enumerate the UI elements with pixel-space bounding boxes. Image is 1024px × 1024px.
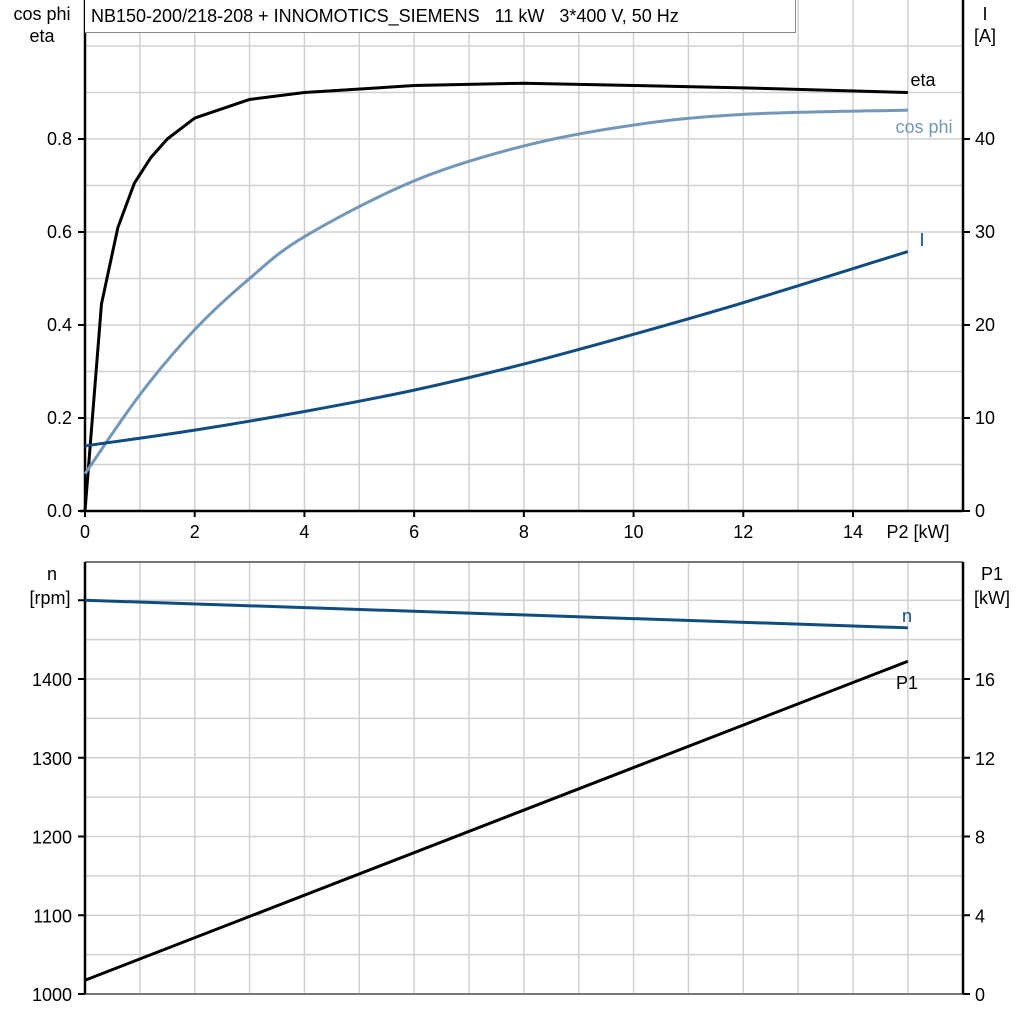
left-tick-label: 1200: [32, 828, 72, 848]
right-tick-label: 0: [975, 985, 985, 1005]
top-right-axis-title-2: [A]: [974, 26, 996, 46]
right-tick-label: 30: [975, 222, 995, 242]
right-tick-label: 4: [975, 906, 985, 926]
left-tick-label: 0.4: [47, 315, 72, 335]
top-left-axis-title-2: eta: [29, 26, 55, 46]
P1-curve: [84, 659, 909, 982]
top-left-axis-title-1: cos phi: [13, 4, 70, 24]
x-tick-label: 4: [299, 522, 309, 542]
left-tick-label: 0.0: [47, 501, 72, 521]
right-tick-label: 16: [975, 670, 995, 690]
right-tick-label: 40: [975, 129, 995, 149]
left-tick-label: 1000: [32, 985, 72, 1005]
x-tick-label: 0: [80, 522, 90, 542]
x-tick-label: 14: [843, 522, 863, 542]
top-right-axis-title-1: I: [982, 4, 987, 24]
right-tick-label: 10: [975, 408, 995, 428]
bottom-left-axis-title-1: n: [47, 564, 57, 584]
bottom-left-axis-title-2: [rpm]: [29, 588, 70, 608]
left-tick-label: 0.6: [47, 222, 72, 242]
left-tick-label: 0.2: [47, 408, 72, 428]
bottom-ticks: 1000 1100 1200 1300 1400 0 4 8 12 16: [32, 599, 995, 1005]
top-chart: 0 2 4 6 8 10 12 14 0.0 0.2 0.4 0.6 0.8 0 10 20 30 40 cos …: [13, 0, 996, 542]
x-tick-label: 12: [733, 522, 753, 542]
top-series: [83, 81, 909, 512]
bottom-right-axis-title-1: P1: [981, 564, 1003, 584]
n-curve: [84, 598, 908, 630]
eta-curve: [83, 81, 908, 512]
bottom-series: [84, 598, 909, 982]
I-curve: [84, 250, 909, 448]
right-tick-label: 20: [975, 315, 995, 335]
top-ticks: 0 2 4 6 8 10 12 14 0.0 0.2 0.4 0.6 0.8 0 10 20 30 40: [47, 129, 995, 542]
eta-label: eta: [910, 70, 936, 90]
chart-title: NB150-200/218-208 + INNOMOTICS_SIEMENS 1…: [85, 0, 796, 33]
x-tick-label: 2: [190, 522, 200, 542]
right-tick-label: 12: [975, 749, 995, 769]
cos-phi-label: cos phi: [895, 117, 952, 137]
cos-phi-curve: [83, 108, 908, 475]
right-tick-label: 8: [975, 828, 985, 848]
speed-label: n: [902, 606, 912, 626]
current-label: I: [919, 230, 924, 250]
bottom-right-axis-title-2: [kW]: [974, 588, 1010, 608]
bottom-chart: 1000 1100 1200 1300 1400 0 4 8 12 16 n [rpm] P1 […: [29, 561, 1010, 1005]
left-tick-label: 0.8: [47, 129, 72, 149]
x-tick-label: 10: [624, 522, 644, 542]
x-tick-label: 8: [519, 522, 529, 542]
right-tick-label: 0: [975, 501, 985, 521]
left-tick-label: 1100: [33, 906, 72, 926]
p1-label: P1: [896, 673, 918, 693]
left-tick-label: 1300: [32, 749, 72, 769]
x-axis-title: P2 [kW]: [886, 522, 949, 542]
left-tick-label: 1400: [32, 670, 72, 690]
x-tick-label: 6: [409, 522, 419, 542]
top-grid: [85, 0, 964, 511]
